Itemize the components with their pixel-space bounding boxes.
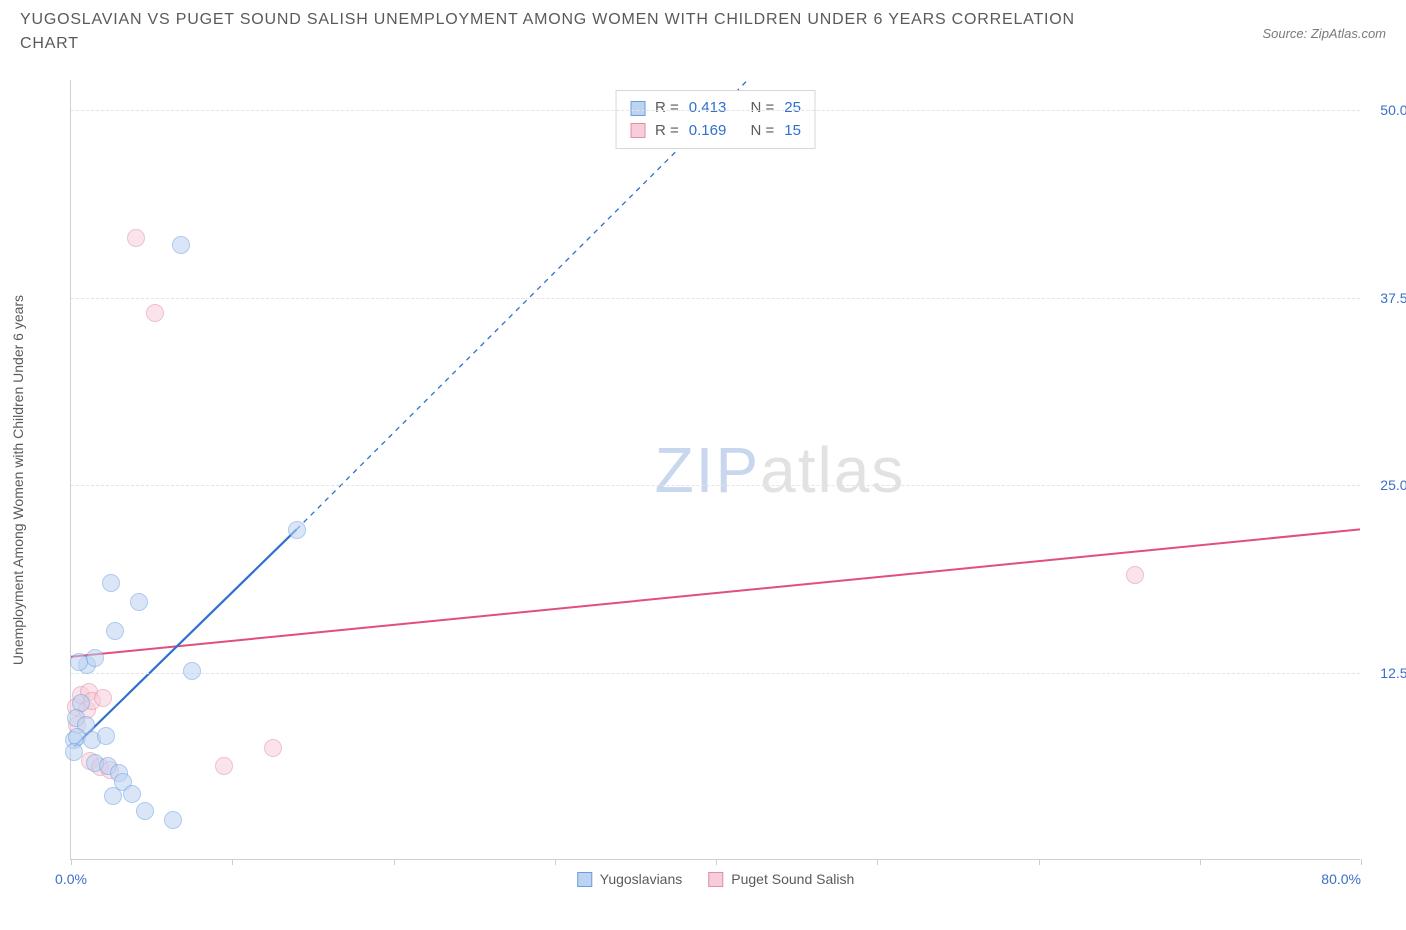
legend-item-a: Yugoslavians bbox=[577, 871, 683, 887]
stats-row-a: R = 0.413 N = 25 bbox=[630, 97, 801, 120]
y-tick-label: 25.0% bbox=[1380, 477, 1406, 493]
x-tick bbox=[716, 859, 717, 865]
x-tick bbox=[1039, 859, 1040, 865]
point-b bbox=[94, 689, 112, 707]
x-tick-label-right: 80.0% bbox=[1321, 871, 1361, 887]
y-tick-label: 50.0% bbox=[1380, 102, 1406, 118]
plot-container: Unemployment Among Women with Children U… bbox=[60, 70, 1380, 890]
plot-area: ZIPatlas R = 0.413 N = 25 R = 0.169 N = … bbox=[70, 80, 1360, 860]
point-a bbox=[172, 236, 190, 254]
point-b bbox=[1126, 566, 1144, 584]
point-a bbox=[102, 574, 120, 592]
source-label: Source: ZipAtlas.com bbox=[1262, 26, 1386, 41]
watermark: ZIPatlas bbox=[655, 433, 906, 507]
point-a bbox=[136, 802, 154, 820]
point-a bbox=[70, 653, 88, 671]
watermark-atlas: atlas bbox=[760, 434, 905, 506]
gridline-h bbox=[71, 110, 1360, 111]
point-a bbox=[288, 521, 306, 539]
swatch-b-icon bbox=[708, 872, 723, 887]
stats-box: R = 0.413 N = 25 R = 0.169 N = 15 bbox=[615, 90, 816, 149]
bottom-legend: Yugoslavians Puget Sound Salish bbox=[577, 871, 855, 887]
x-tick bbox=[394, 859, 395, 865]
stat-n-value-b: 15 bbox=[784, 120, 801, 143]
stat-n-value-a: 25 bbox=[784, 97, 801, 120]
x-tick bbox=[232, 859, 233, 865]
stats-row-b: R = 0.169 N = 15 bbox=[630, 120, 801, 143]
x-tick bbox=[1361, 859, 1362, 865]
gridline-h bbox=[71, 673, 1360, 674]
point-a bbox=[123, 785, 141, 803]
legend-label-a: Yugoslavians bbox=[600, 871, 683, 887]
point-a bbox=[183, 662, 201, 680]
swatch-a bbox=[630, 101, 645, 116]
point-a bbox=[86, 649, 104, 667]
watermark-zip: ZIP bbox=[655, 434, 761, 506]
gridline-h bbox=[71, 485, 1360, 486]
stat-r-label-b: R = bbox=[655, 120, 679, 143]
point-a bbox=[97, 727, 115, 745]
y-tick-label: 12.5% bbox=[1380, 665, 1406, 681]
stat-r-value-a: 0.413 bbox=[689, 97, 727, 120]
y-tick-label: 37.5% bbox=[1380, 290, 1406, 306]
gridline-h bbox=[71, 298, 1360, 299]
x-tick bbox=[71, 859, 72, 865]
x-tick bbox=[877, 859, 878, 865]
point-a bbox=[164, 811, 182, 829]
point-b bbox=[215, 757, 233, 775]
stat-n-label-b: N = bbox=[751, 120, 775, 143]
y-axis-label: Unemployment Among Women with Children U… bbox=[10, 295, 26, 665]
x-tick bbox=[1200, 859, 1201, 865]
point-a bbox=[130, 593, 148, 611]
point-a bbox=[104, 787, 122, 805]
point-b bbox=[146, 304, 164, 322]
point-b bbox=[127, 229, 145, 247]
stat-r-value-b: 0.169 bbox=[689, 120, 727, 143]
legend-item-b: Puget Sound Salish bbox=[708, 871, 854, 887]
point-a bbox=[65, 743, 83, 761]
swatch-a-icon bbox=[577, 872, 592, 887]
x-tick-label-left: 0.0% bbox=[55, 871, 87, 887]
stat-n-label-a: N = bbox=[751, 97, 775, 120]
legend-label-b: Puget Sound Salish bbox=[731, 871, 854, 887]
point-a bbox=[106, 622, 124, 640]
chart-title: YUGOSLAVIAN VS PUGET SOUND SALISH UNEMPL… bbox=[20, 8, 1120, 56]
swatch-b bbox=[630, 123, 645, 138]
stat-r-label-a: R = bbox=[655, 97, 679, 120]
x-tick bbox=[555, 859, 556, 865]
point-b bbox=[264, 739, 282, 757]
